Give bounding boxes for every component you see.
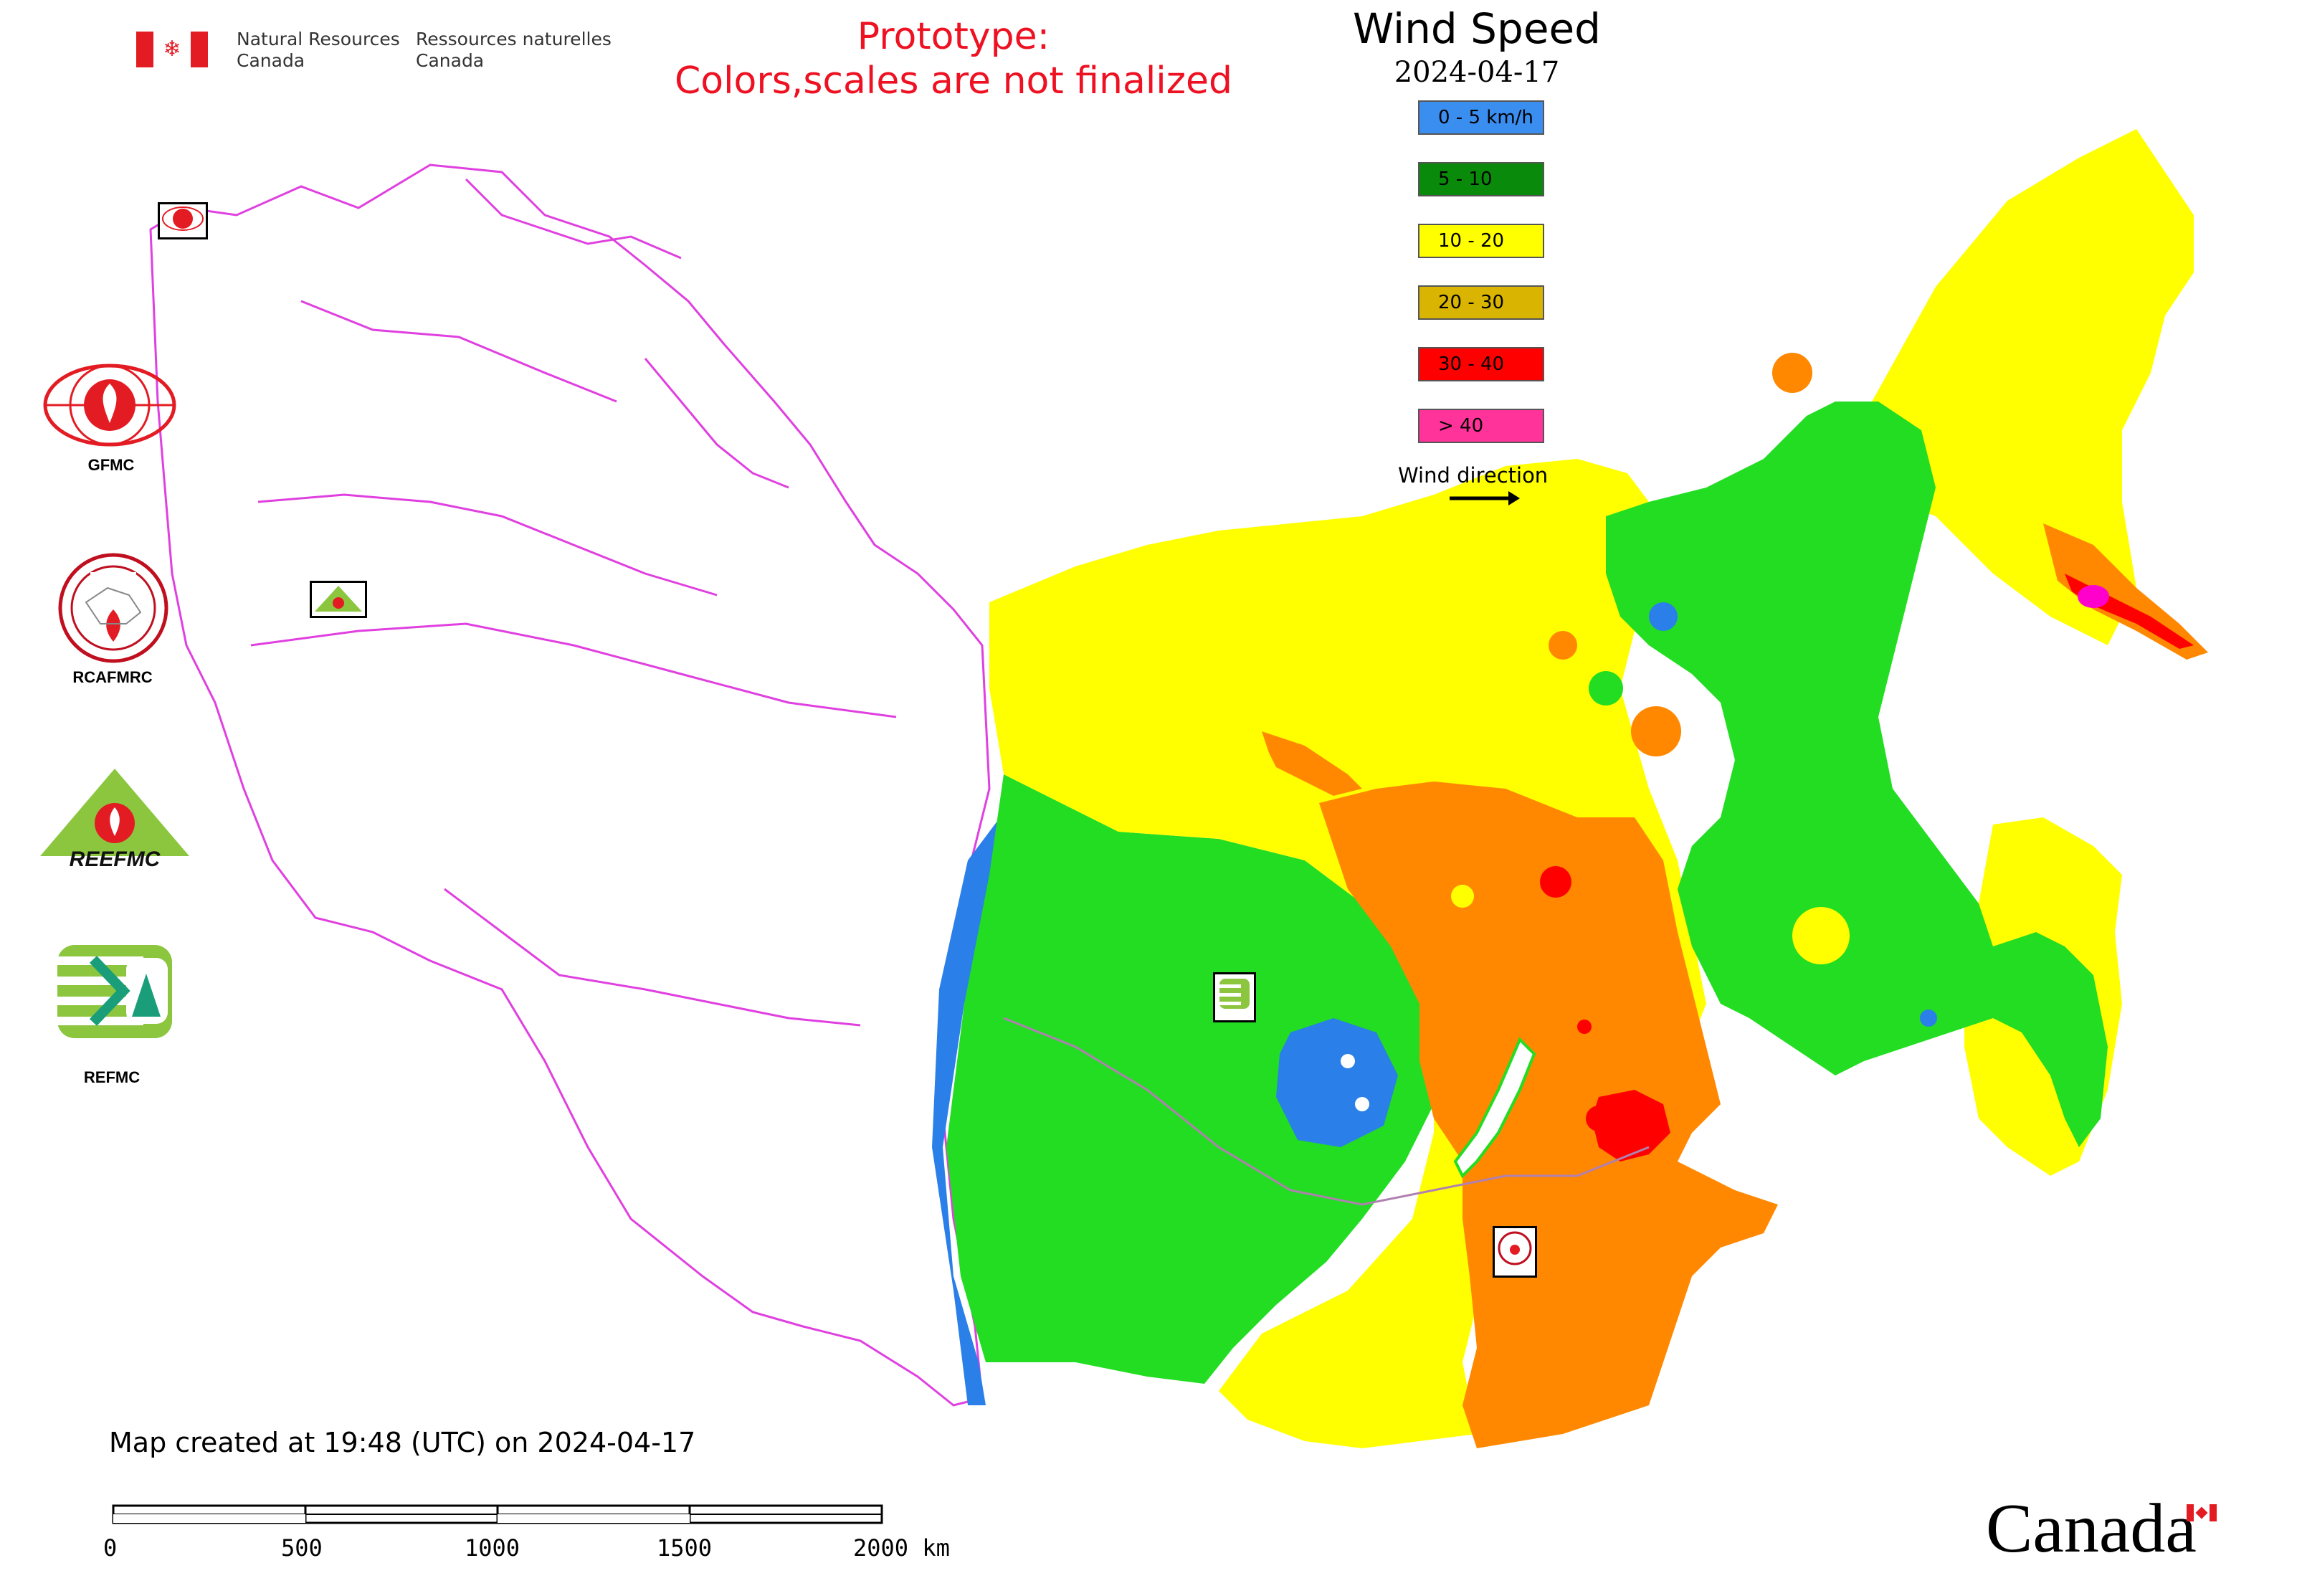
- scale-label-500: 500: [281, 1534, 323, 1562]
- scale-label-0: 0: [103, 1534, 118, 1562]
- region-blue-lake: [1276, 1018, 1398, 1147]
- agency-name-fr-2: Canada: [416, 50, 485, 71]
- legend-item-20-30: 20 - 30: [1418, 285, 1544, 320]
- agency-name-fr-1: Ressources naturelles: [416, 29, 612, 49]
- region-orange-kamchatka: [2043, 523, 2208, 660]
- rcafmrc-map-marker: [1493, 1226, 1537, 1278]
- map-title: Wind Speed: [1352, 4, 1602, 53]
- gfmc-label: GFMC: [87, 456, 135, 474]
- region-blue-west: [932, 803, 1011, 1405]
- rcafmrc-label: RCAFMRC: [72, 668, 153, 686]
- legend-item-0-5: 0 - 5 km/h: [1418, 100, 1544, 135]
- scale-label-1500: 1500: [657, 1534, 713, 1562]
- prototype-warning-1: Prototype:: [857, 15, 1050, 58]
- prototype-warning-2: Colors,scales are not finalized: [674, 60, 1233, 103]
- scale-label-2000: 2000 km: [853, 1534, 950, 1562]
- refmc-marker-icon: [1219, 979, 1250, 1009]
- rcafmrc-marker-icon: [1498, 1231, 1532, 1265]
- reefmc-map-marker: [310, 581, 367, 618]
- legend-item-over-40: > 40: [1418, 409, 1544, 443]
- scattered-spots: [1341, 353, 1937, 1131]
- reefmc-marker-icon: [315, 586, 362, 612]
- region-green-center: [946, 774, 1434, 1384]
- legend-item-10-20: 10 - 20: [1418, 224, 1544, 258]
- reefmc-logo: [40, 769, 189, 872]
- refmc-map-marker: [1213, 972, 1256, 1022]
- map-created-timestamp: Map created at 19:48 (UTC) on 2024-04-17: [109, 1427, 696, 1458]
- gfmc-logo: [43, 364, 176, 447]
- map-date: 2024-04-17: [1394, 56, 1560, 89]
- agency-name-en-2: Canada: [237, 50, 305, 71]
- region-green-east: [1606, 402, 2108, 1147]
- canada-wordmark-text: Canada: [1986, 1490, 2197, 1567]
- refmc-logo: [57, 945, 172, 1038]
- region-orange-finger: [1262, 731, 1362, 796]
- gfmc-map-marker: [158, 202, 208, 239]
- wind-direction-arrow-icon: [1450, 491, 1520, 505]
- region-red-patch: [1592, 1090, 1670, 1162]
- refmc-label: REFMC: [83, 1068, 141, 1086]
- canada-flag-logo: ❄: [136, 32, 208, 67]
- agency-name-en-1: Natural Resources: [237, 29, 400, 49]
- region-orange-center: [1319, 782, 1778, 1448]
- lake-white: [1453, 1037, 1536, 1179]
- border-internal: [1003, 1017, 1650, 1206]
- canada-wordmark-flag-icon: [2187, 1504, 2217, 1521]
- region-magenta-kamchatka: [2078, 585, 2109, 608]
- wind-direction-label: Wind direction: [1398, 463, 1549, 488]
- country-borders-west: [149, 163, 991, 1407]
- scale-bar: [112, 1504, 883, 1524]
- maple-leaf-icon: ❄: [163, 37, 181, 62]
- canada-wordmark: Canada: [1986, 1493, 2197, 1564]
- scale-label-1000: 1000: [465, 1534, 520, 1562]
- legend-item-30-40: 30 - 40: [1418, 347, 1544, 381]
- rcafmrc-logo: [58, 553, 168, 663]
- legend-item-5-10: 5 - 10: [1418, 162, 1544, 196]
- reefmc-label: REEFMC: [69, 847, 161, 871]
- gfmc-marker-icon: [162, 206, 204, 231]
